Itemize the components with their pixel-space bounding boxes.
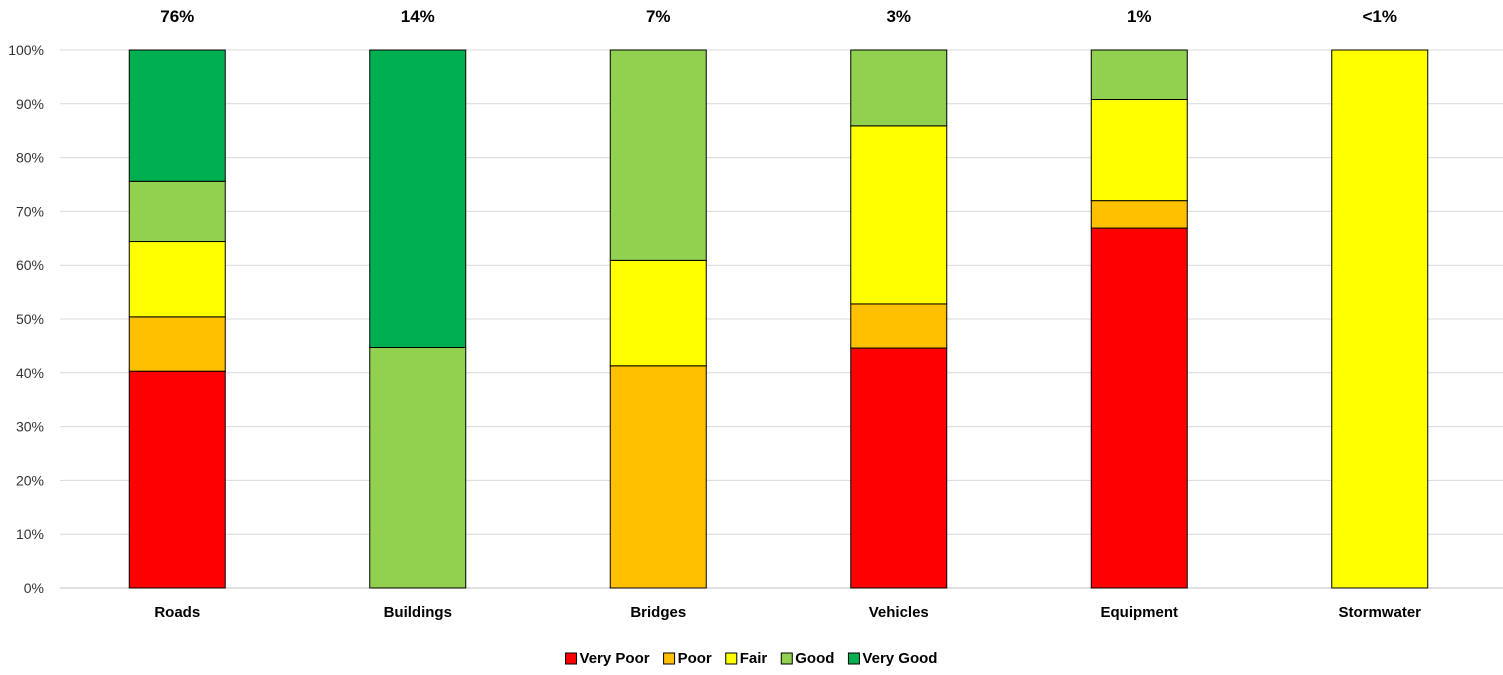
- share-label: 7%: [646, 7, 671, 26]
- legend-label: Very Poor: [580, 650, 650, 667]
- bar-segment-good: [1090, 49, 1188, 100]
- legend-item: Very Good: [847, 650, 937, 667]
- x-tick-label: Roads: [154, 604, 200, 621]
- bar-stack-equipment: [1090, 49, 1188, 589]
- legend-item: Fair: [725, 650, 768, 667]
- bar-segment-very-poor: [1090, 227, 1188, 589]
- bar-stack-buildings: [369, 49, 467, 589]
- bar-segment-very-poor: [850, 347, 948, 589]
- bar-segment-fair: [1090, 98, 1188, 202]
- legend-swatch: [663, 652, 676, 665]
- bar-segment-good: [850, 49, 948, 127]
- category-share-labels: 76% 14% 7% 3% 1% <1%: [160, 7, 1397, 26]
- legend-label: Very Good: [862, 650, 937, 667]
- legend-label: Good: [795, 650, 834, 667]
- legend-swatch: [565, 652, 578, 665]
- bar-segment-poor: [850, 303, 948, 349]
- bar-segment-fair: [850, 125, 948, 305]
- x-tick-label: Equipment: [1101, 604, 1179, 621]
- bar-segment-good: [128, 180, 226, 243]
- bar-stack-vehicles: [850, 49, 948, 589]
- bar-segment-very-good: [128, 49, 226, 182]
- y-tick-label: 20%: [16, 472, 44, 488]
- x-tick-label: Vehicles: [869, 604, 929, 621]
- bar-segment-poor: [128, 316, 226, 372]
- legend: Very Poor Poor Fair Good Very Good: [565, 650, 937, 667]
- legend-swatch: [847, 652, 860, 665]
- bar-stack-stormwater: [1331, 49, 1429, 589]
- y-tick-label: 60%: [16, 257, 44, 273]
- legend-swatch: [780, 652, 793, 665]
- share-label: <1%: [1363, 7, 1398, 26]
- bar-segment-very-poor: [128, 370, 226, 589]
- y-tick-label: 40%: [16, 365, 44, 381]
- y-tick-label: 10%: [16, 526, 44, 542]
- y-tick-label: 0%: [24, 580, 44, 596]
- legend-swatch: [725, 652, 738, 665]
- bars: [128, 49, 1429, 589]
- bar-segment-fair: [128, 241, 226, 318]
- x-tick-label: Stormwater: [1338, 604, 1421, 621]
- legend-item: Poor: [663, 650, 712, 667]
- bar-segment-good: [609, 49, 707, 261]
- share-label: 3%: [886, 7, 911, 26]
- bar-segment-fair: [1331, 49, 1429, 589]
- x-tick-label: Buildings: [384, 604, 452, 621]
- legend-label: Fair: [740, 650, 768, 667]
- bar-stack-bridges: [609, 49, 707, 589]
- y-tick-label: 30%: [16, 419, 44, 435]
- gridlines: [60, 49, 1503, 589]
- legend-label: Poor: [678, 650, 712, 667]
- y-tick-label: 80%: [16, 150, 44, 166]
- y-tick-label: 90%: [16, 96, 44, 112]
- share-label: 14%: [401, 7, 435, 26]
- x-tick-label: Bridges: [630, 604, 686, 621]
- y-axis: 0% 10% 20% 30% 40% 50% 60% 70% 80% 90% 100%: [8, 42, 44, 596]
- legend-item: Very Poor: [565, 650, 650, 667]
- bar-stack-roads: [128, 49, 226, 589]
- bar-segment-very-good: [369, 49, 467, 349]
- bar-segment-fair: [609, 259, 707, 367]
- share-label: 1%: [1127, 7, 1152, 26]
- x-axis: Roads Buildings Bridges Vehicles Equipment St…: [154, 604, 1421, 621]
- y-tick-label: 70%: [16, 203, 44, 219]
- bar-segment-good: [369, 347, 467, 589]
- y-tick-label: 100%: [8, 42, 44, 58]
- share-label: 76%: [160, 7, 194, 26]
- bar-segment-poor: [609, 365, 707, 589]
- legend-item: Good: [780, 650, 834, 667]
- y-tick-label: 50%: [16, 311, 44, 327]
- bar-segment-poor: [1090, 200, 1188, 229]
